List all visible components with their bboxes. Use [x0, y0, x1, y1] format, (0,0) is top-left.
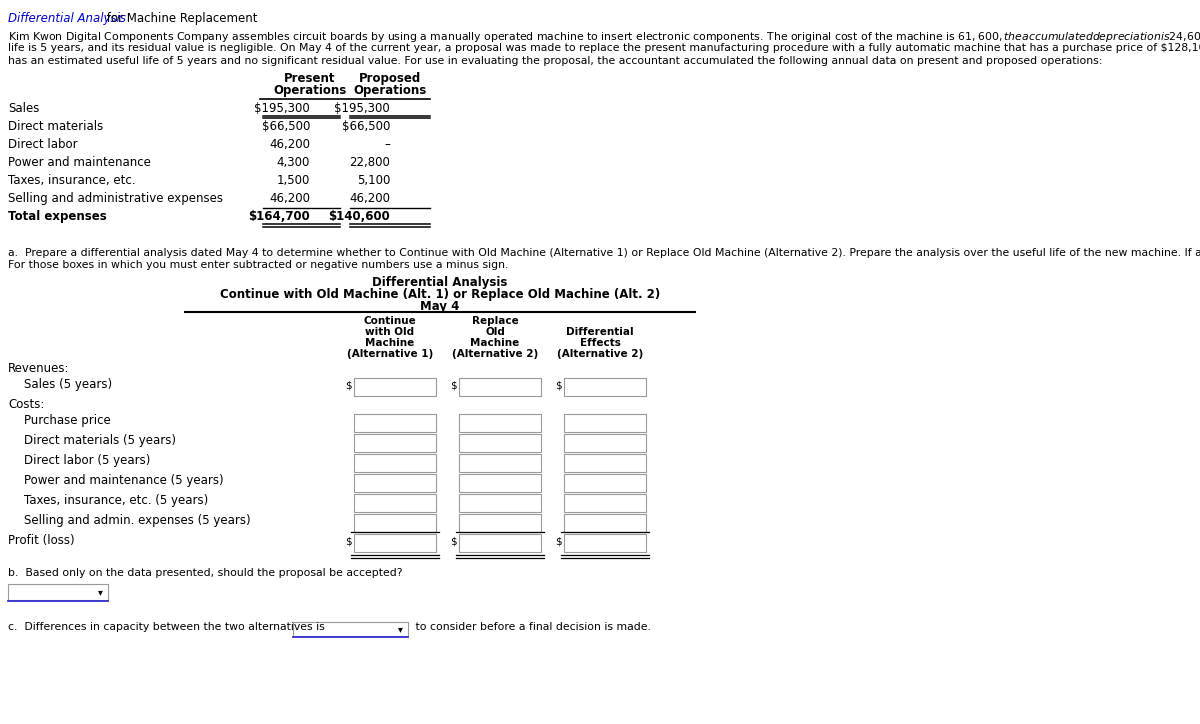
FancyBboxPatch shape [293, 622, 408, 636]
Text: $: $ [450, 537, 457, 547]
FancyBboxPatch shape [564, 494, 646, 512]
FancyBboxPatch shape [564, 414, 646, 432]
Text: Power and maintenance (5 years): Power and maintenance (5 years) [24, 474, 223, 487]
FancyBboxPatch shape [354, 454, 436, 472]
Text: $: $ [346, 381, 352, 391]
Text: $: $ [556, 381, 562, 391]
Text: Total expenses: Total expenses [8, 210, 107, 223]
FancyBboxPatch shape [564, 474, 646, 492]
Text: (Alternative 2): (Alternative 2) [452, 349, 538, 359]
Text: Proposed: Proposed [359, 72, 421, 85]
Text: Taxes, insurance, etc.: Taxes, insurance, etc. [8, 174, 136, 187]
Text: Old: Old [485, 327, 505, 337]
Text: Direct materials (5 years): Direct materials (5 years) [24, 434, 176, 447]
FancyBboxPatch shape [354, 494, 436, 512]
Text: ▾: ▾ [98, 587, 103, 597]
Text: $: $ [346, 537, 352, 547]
Text: Replace: Replace [472, 316, 518, 326]
Text: Profit (loss): Profit (loss) [8, 534, 74, 547]
Text: Revenues:: Revenues: [8, 362, 70, 375]
Text: 1,500: 1,500 [277, 174, 310, 187]
Text: $66,500: $66,500 [262, 120, 310, 133]
Text: $: $ [556, 537, 562, 547]
Text: Machine: Machine [470, 338, 520, 348]
Text: Continue with Old Machine (Alt. 1) or Replace Old Machine (Alt. 2): Continue with Old Machine (Alt. 1) or Re… [220, 288, 660, 301]
Text: Selling and administrative expenses: Selling and administrative expenses [8, 192, 223, 205]
Text: 4,300: 4,300 [277, 156, 310, 169]
Text: 5,100: 5,100 [356, 174, 390, 187]
Text: c.  Differences in capacity between the two alternatives is: c. Differences in capacity between the t… [8, 622, 325, 632]
Text: Costs:: Costs: [8, 398, 44, 411]
Text: 46,200: 46,200 [269, 138, 310, 151]
FancyBboxPatch shape [354, 534, 436, 552]
Text: ▾: ▾ [398, 624, 403, 634]
Text: Taxes, insurance, etc. (5 years): Taxes, insurance, etc. (5 years) [24, 494, 209, 507]
Text: 46,200: 46,200 [349, 192, 390, 205]
Text: Kim Kwon Digital Components Company assembles circuit boards by using a manually: Kim Kwon Digital Components Company asse… [8, 30, 1200, 44]
Text: Purchase price: Purchase price [24, 414, 110, 427]
FancyBboxPatch shape [458, 514, 541, 532]
Text: Direct labor: Direct labor [8, 138, 78, 151]
FancyBboxPatch shape [458, 474, 541, 492]
Text: Operations: Operations [353, 84, 427, 97]
Text: $195,300: $195,300 [254, 102, 310, 115]
Text: Differential: Differential [566, 327, 634, 337]
Text: $66,500: $66,500 [342, 120, 390, 133]
Text: Power and maintenance: Power and maintenance [8, 156, 151, 169]
Text: to consider before a final decision is made.: to consider before a final decision is m… [412, 622, 650, 632]
Text: 46,200: 46,200 [269, 192, 310, 205]
Text: Sales (5 years): Sales (5 years) [24, 378, 112, 391]
Text: for Machine Replacement: for Machine Replacement [103, 12, 258, 25]
FancyBboxPatch shape [564, 378, 646, 396]
FancyBboxPatch shape [8, 584, 108, 600]
FancyBboxPatch shape [458, 434, 541, 452]
Text: with Old: with Old [366, 327, 414, 337]
Text: Differential Analysis: Differential Analysis [8, 12, 126, 25]
Text: Present: Present [284, 72, 336, 85]
FancyBboxPatch shape [564, 434, 646, 452]
Text: Direct materials: Direct materials [8, 120, 103, 133]
FancyBboxPatch shape [564, 514, 646, 532]
FancyBboxPatch shape [354, 414, 436, 432]
Text: Operations: Operations [274, 84, 347, 97]
FancyBboxPatch shape [458, 534, 541, 552]
FancyBboxPatch shape [458, 414, 541, 432]
Text: Sales: Sales [8, 102, 40, 115]
Text: $: $ [450, 381, 457, 391]
Text: a.  Prepare a differential analysis dated May 4 to determine whether to Continue: a. Prepare a differential analysis dated… [8, 248, 1200, 258]
Text: has an estimated useful life of 5 years and no significant residual value. For u: has an estimated useful life of 5 years … [8, 56, 1103, 66]
Text: Selling and admin. expenses (5 years): Selling and admin. expenses (5 years) [24, 514, 251, 527]
Text: Effects: Effects [580, 338, 620, 348]
Text: $140,600: $140,600 [329, 210, 390, 223]
Text: Continue: Continue [364, 316, 416, 326]
Text: Differential Analysis: Differential Analysis [372, 276, 508, 289]
FancyBboxPatch shape [458, 454, 541, 472]
Text: $195,300: $195,300 [335, 102, 390, 115]
Text: life is 5 years, and its residual value is negligible. On May 4 of the current y: life is 5 years, and its residual value … [8, 43, 1200, 53]
Text: Machine: Machine [365, 338, 415, 348]
FancyBboxPatch shape [458, 494, 541, 512]
Text: $164,700: $164,700 [248, 210, 310, 223]
FancyBboxPatch shape [354, 378, 436, 396]
Text: b.  Based only on the data presented, should the proposal be accepted?: b. Based only on the data presented, sho… [8, 568, 402, 578]
Text: Direct labor (5 years): Direct labor (5 years) [24, 454, 150, 467]
FancyBboxPatch shape [354, 434, 436, 452]
Text: For those boxes in which you must enter subtracted or negative numbers use a min: For those boxes in which you must enter … [8, 260, 509, 270]
FancyBboxPatch shape [458, 378, 541, 396]
FancyBboxPatch shape [564, 534, 646, 552]
Text: –: – [384, 138, 390, 151]
Text: (Alternative 1): (Alternative 1) [347, 349, 433, 359]
FancyBboxPatch shape [354, 514, 436, 532]
FancyBboxPatch shape [564, 454, 646, 472]
FancyBboxPatch shape [354, 474, 436, 492]
Text: (Alternative 2): (Alternative 2) [557, 349, 643, 359]
Text: 22,800: 22,800 [349, 156, 390, 169]
Text: May 4: May 4 [420, 300, 460, 313]
